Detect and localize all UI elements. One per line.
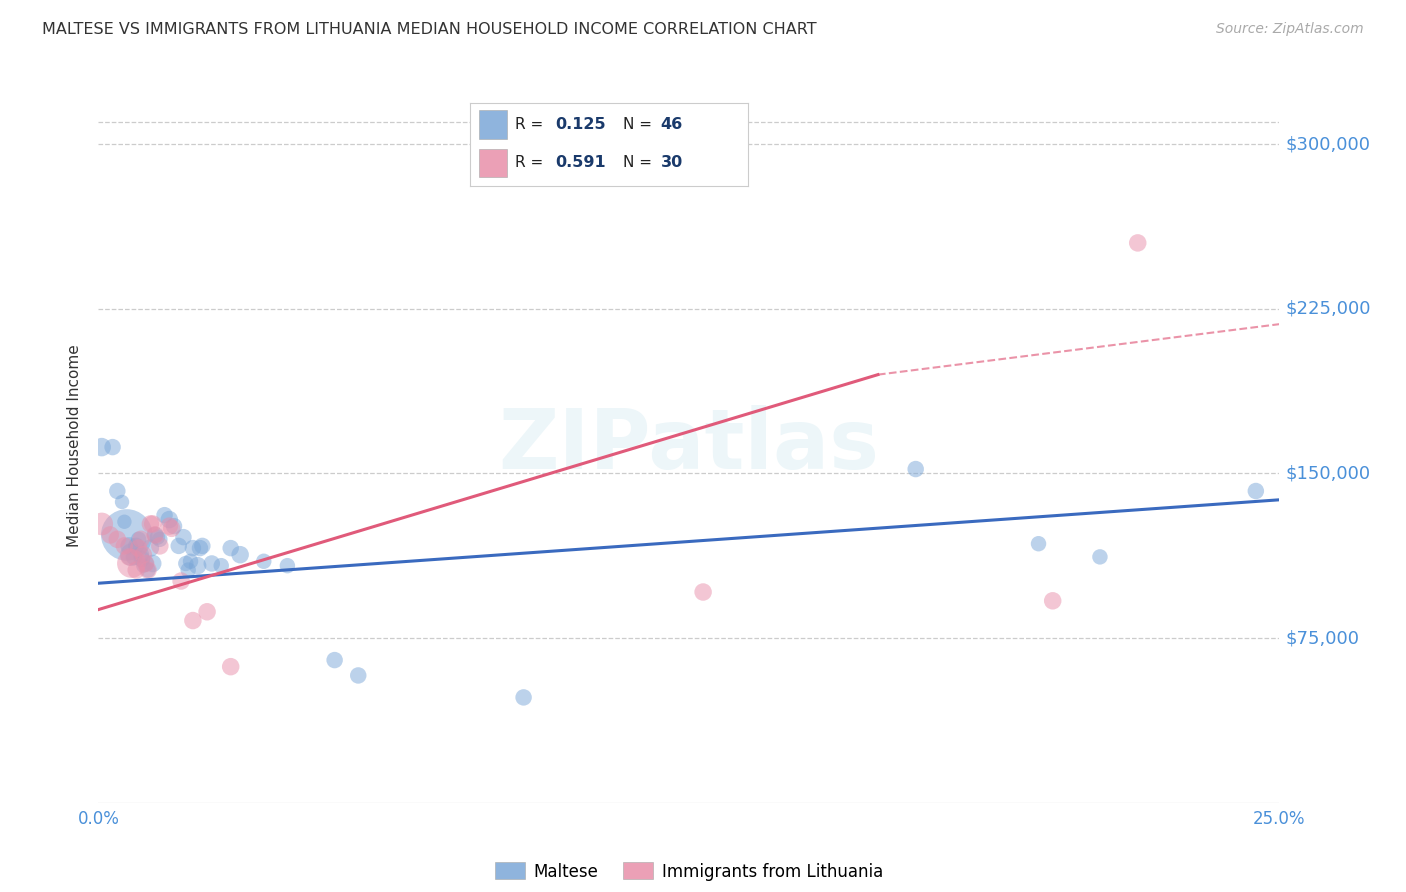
Point: [118, 549, 141, 564]
Point: [149, 539, 172, 553]
Point: [128, 533, 150, 547]
Point: [153, 508, 176, 523]
Point: [112, 515, 135, 529]
Point: [195, 605, 218, 619]
Point: [170, 574, 193, 588]
Y-axis label: Median Household Income: Median Household Income: [67, 344, 83, 548]
Point: [105, 483, 128, 498]
Point: [98, 528, 121, 542]
Point: [90, 440, 112, 454]
Point: [191, 539, 214, 553]
Point: [1042, 594, 1064, 608]
Point: [125, 563, 148, 577]
Text: $300,000: $300,000: [1285, 135, 1371, 153]
Point: [143, 528, 166, 542]
Point: [323, 653, 346, 667]
Point: [132, 558, 155, 573]
Point: [135, 557, 157, 571]
Point: [139, 541, 162, 555]
Point: [101, 440, 124, 454]
Text: $75,000: $75,000: [1285, 629, 1360, 647]
Point: [347, 668, 370, 682]
Point: [128, 541, 150, 555]
Point: [167, 539, 190, 553]
Point: [129, 548, 152, 562]
Point: [125, 539, 148, 553]
Point: [143, 528, 166, 542]
Point: [132, 548, 155, 562]
Text: $225,000: $225,000: [1285, 300, 1371, 318]
Point: [201, 557, 224, 571]
Point: [172, 530, 194, 544]
Point: [209, 558, 232, 573]
Point: [219, 541, 242, 555]
Point: [512, 690, 534, 705]
Point: [118, 539, 141, 553]
Point: [1244, 483, 1267, 498]
Text: MALTESE VS IMMIGRANTS FROM LITHUANIA MEDIAN HOUSEHOLD INCOME CORRELATION CHART: MALTESE VS IMMIGRANTS FROM LITHUANIA MED…: [42, 22, 817, 37]
Point: [276, 558, 298, 573]
Point: [160, 521, 183, 535]
Point: [105, 533, 128, 547]
Point: [163, 519, 186, 533]
Point: [142, 516, 165, 531]
Point: [177, 563, 200, 577]
Point: [181, 541, 204, 555]
Point: [188, 541, 211, 555]
Point: [692, 585, 714, 599]
Point: [904, 462, 927, 476]
Legend: Maltese, Immigrants from Lithuania: Maltese, Immigrants from Lithuania: [488, 855, 890, 888]
Point: [136, 563, 159, 577]
Point: [253, 554, 276, 568]
Point: [131, 552, 153, 566]
Point: [219, 659, 242, 673]
Text: Source: ZipAtlas.com: Source: ZipAtlas.com: [1216, 22, 1364, 37]
Point: [136, 563, 159, 577]
Point: [112, 539, 135, 553]
Point: [157, 519, 180, 533]
Text: ZIPatlas: ZIPatlas: [499, 406, 879, 486]
Point: [187, 558, 209, 573]
Point: [229, 548, 252, 562]
Point: [180, 554, 202, 568]
Point: [121, 548, 143, 562]
Point: [1088, 549, 1111, 564]
Point: [181, 614, 204, 628]
Point: [90, 516, 112, 531]
Point: [122, 549, 145, 564]
Point: [1126, 235, 1149, 250]
Point: [129, 533, 152, 547]
Point: [111, 495, 134, 509]
Text: $150,000: $150,000: [1285, 465, 1371, 483]
Point: [135, 557, 157, 571]
Point: [139, 516, 162, 531]
Point: [115, 528, 138, 542]
Point: [174, 557, 197, 571]
Point: [149, 533, 172, 547]
Point: [142, 557, 165, 571]
Point: [1028, 537, 1050, 551]
Point: [146, 530, 169, 544]
Point: [121, 557, 143, 571]
Point: [157, 512, 180, 526]
